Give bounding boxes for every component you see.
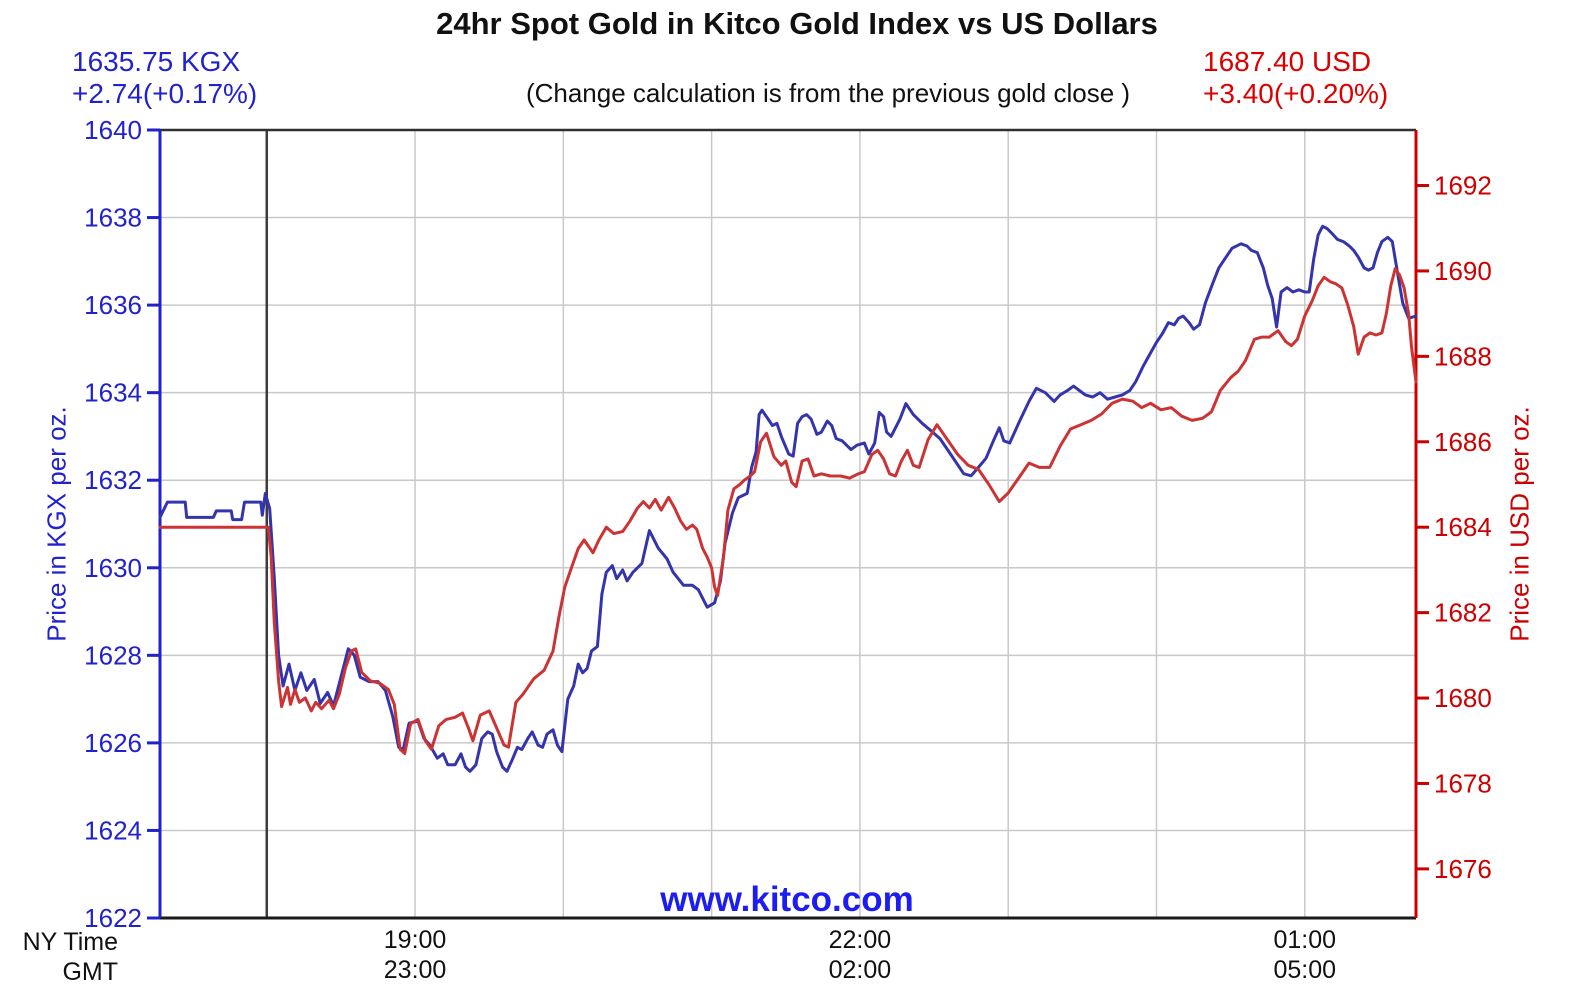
right-axis-tick-label: 1692 [1434, 171, 1492, 201]
left-axis-tick-label: 1628 [84, 640, 142, 670]
kgx-quote-price: 1635.75 KGX [72, 46, 241, 77]
left-axis-tick-label: 1638 [84, 203, 142, 233]
right-axis-tick-label: 1682 [1434, 598, 1492, 628]
x-tick-label-ny: 01:00 [1274, 926, 1337, 954]
usd-quote-change: +3.40(+0.20%) [1203, 78, 1389, 109]
usd-quote-price: 1687.40 USD [1203, 46, 1372, 77]
chart-title: 24hr Spot Gold in Kitco Gold Index vs US… [436, 6, 1158, 41]
right-axis-tick-label: 1684 [1434, 512, 1492, 542]
right-axis-tick-label: 1678 [1434, 768, 1492, 798]
x-axis-row1-label: NY Time [22, 928, 118, 956]
right-axis-tick-label: 1680 [1434, 683, 1492, 713]
usd-quote: 1687.40 USD +3.40(+0.20%) [1203, 46, 1388, 110]
left-axis-tick-label: 1626 [84, 728, 142, 758]
series-kgx-line [158, 224, 1418, 773]
kgx-quote-change: +2.74(+0.17%) [72, 78, 258, 109]
x-axis-row2-label: GMT [62, 958, 118, 986]
right-axis-tick-label: 1686 [1434, 427, 1492, 457]
x-tick-label-gmt: 23:00 [384, 956, 447, 984]
kgx-quote: 1635.75 KGX +2.74(+0.17%) [72, 46, 257, 110]
left-axis-tick-label: 1630 [84, 553, 142, 583]
left-axis-tick-label: 1634 [84, 378, 142, 408]
x-tick-label-gmt: 05:00 [1274, 956, 1337, 984]
chart-subtitle: (Change calculation is from the previous… [525, 78, 1131, 108]
x-tick-label-ny: 19:00 [384, 926, 447, 954]
right-axis-tick-label: 1676 [1434, 854, 1492, 884]
kitco-watermark: www.kitco.com [660, 880, 914, 919]
series-usd-line [158, 267, 1418, 756]
x-tick-label-ny: 22:00 [829, 926, 892, 954]
left-axis-tick-label: 1636 [84, 290, 142, 320]
left-axis-tick-label: 1624 [84, 815, 142, 845]
left-axis-tick-label: 1640 [84, 115, 142, 145]
x-tick-label-gmt: 02:00 [829, 956, 892, 984]
left-axis-tick-label: 1622 [84, 903, 142, 933]
left-axis-tick-label: 1632 [84, 465, 142, 495]
right-axis-tick-label: 1690 [1434, 256, 1492, 286]
right-axis-tick-label: 1688 [1434, 341, 1492, 371]
